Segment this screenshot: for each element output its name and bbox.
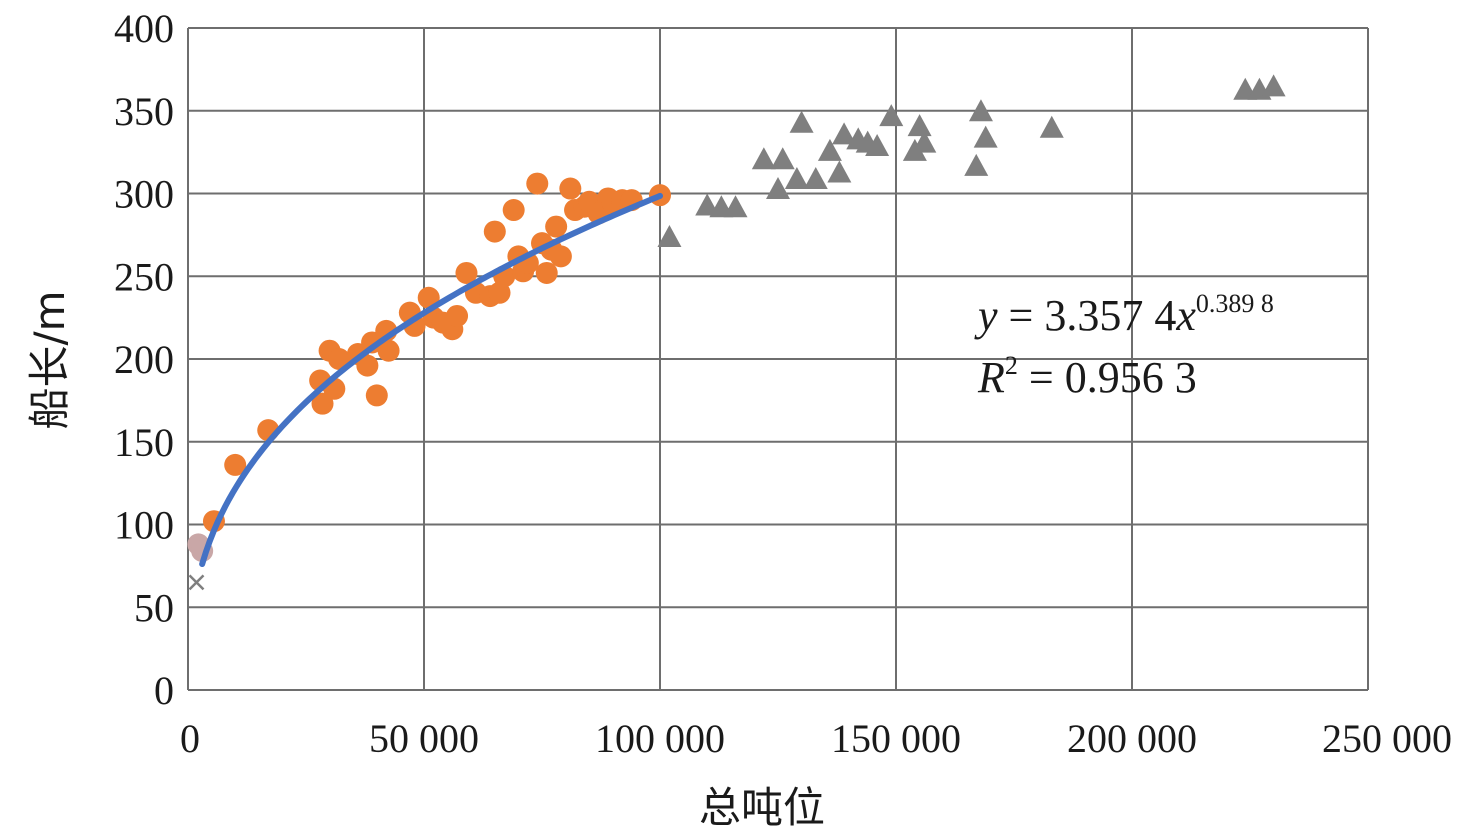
data-point (549, 245, 572, 268)
data-point (1039, 115, 1064, 138)
data-point (502, 199, 525, 222)
data-point (446, 304, 469, 327)
data-point (224, 453, 247, 476)
y-tick-label: 300 (114, 172, 174, 217)
y-tick-label: 200 (114, 337, 174, 382)
data-point (559, 177, 582, 200)
data-point (535, 261, 558, 284)
y-tick-label: 50 (134, 585, 174, 630)
data-point (912, 130, 937, 153)
data-point (365, 384, 388, 407)
y-tick-label: 400 (114, 6, 174, 51)
data-point (751, 147, 776, 170)
data-point (879, 104, 904, 127)
data-point (1261, 74, 1286, 97)
x-tick-label: 150 000 (831, 716, 961, 761)
x-tick-label: 200 000 (1067, 716, 1197, 761)
data-point (973, 125, 998, 148)
x-tick-label: 250 000 (1322, 716, 1452, 761)
data-point (770, 147, 795, 170)
trend-equation: y = 3.357 4x0.389 8 (974, 289, 1274, 340)
data-point (483, 220, 506, 243)
data-point (695, 193, 720, 216)
y-tick-label: 150 (114, 420, 174, 465)
grid (187, 27, 1369, 691)
data-point (832, 122, 857, 145)
data-points (187, 74, 1286, 591)
data-point (657, 224, 682, 247)
data-point (803, 167, 828, 190)
data-point (328, 348, 351, 370)
data-point (188, 574, 205, 591)
y-axis: 0 50 100 150 200 250 300 350 400 (114, 6, 174, 713)
x-tick-label: 0 (180, 716, 200, 761)
r-squared: R2 = 0.956 3 (977, 351, 1197, 402)
y-tick-label: 350 (114, 89, 174, 134)
data-point (789, 110, 814, 133)
x-tick-label: 50 000 (369, 716, 479, 761)
x-tick-label: 100 000 (595, 716, 725, 761)
data-point (766, 176, 790, 199)
data-point (865, 133, 890, 156)
data-point (907, 114, 932, 137)
y-tick-label: 250 (114, 254, 174, 299)
data-point (784, 167, 809, 190)
y-axis-label: 船长/m (25, 290, 74, 429)
x-axis: 0 50 000 100 000 150 000 200 000 250 000 (180, 716, 1452, 761)
data-point (377, 339, 400, 362)
trendline (199, 192, 663, 568)
data-point (968, 99, 993, 122)
y-tick-label: 0 (154, 668, 174, 713)
x-axis-label: 总吨位 (699, 783, 825, 832)
data-point (311, 392, 334, 415)
data-point (488, 281, 511, 304)
data-point (817, 138, 842, 161)
data-point (723, 195, 748, 218)
data-point (964, 153, 989, 176)
data-point (526, 172, 549, 195)
data-point (827, 160, 852, 183)
data-point (545, 215, 568, 238)
y-tick-label: 100 (114, 503, 174, 548)
data-point (455, 261, 478, 284)
data-point (356, 354, 379, 377)
